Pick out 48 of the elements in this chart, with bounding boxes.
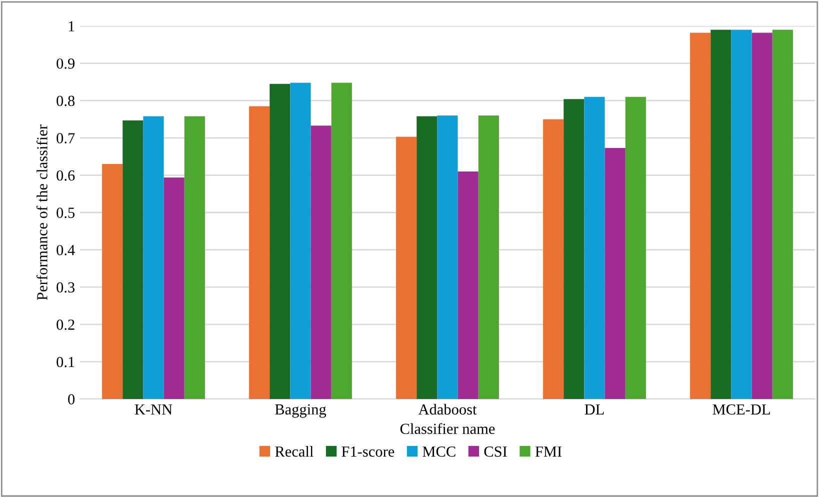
bar <box>584 96 605 399</box>
legend-label: F1-score <box>342 446 394 457</box>
bar <box>310 126 332 399</box>
y-tick-label: 0.7 <box>56 133 75 144</box>
x-tick-label: Adaboost <box>418 404 477 415</box>
bar <box>564 99 584 399</box>
bar <box>458 171 478 399</box>
bar <box>731 30 752 399</box>
bar <box>772 30 793 399</box>
bar <box>270 84 290 399</box>
y-tick-label: 0.2 <box>56 320 74 330</box>
x-tick-label: MCE-DL <box>712 404 770 415</box>
legend-label: CSI <box>484 446 507 457</box>
bar <box>164 177 184 399</box>
legend-label: Recall <box>275 446 314 457</box>
y-tick-label: 0.1 <box>56 356 74 368</box>
bar <box>290 82 311 399</box>
bar <box>184 116 205 399</box>
y-tick-label: 0.3 <box>56 282 75 293</box>
y-tick-label: 0.6 <box>56 170 75 181</box>
bar <box>604 148 626 399</box>
x-tick-label: Bagging <box>275 404 326 418</box>
y-tick-label: 1 <box>68 21 74 32</box>
bar <box>143 116 164 399</box>
y-tick-label: 0.9 <box>56 58 75 69</box>
bar <box>690 32 711 399</box>
bar <box>543 119 564 399</box>
bar <box>710 30 732 399</box>
y-tick-label: 0.5 <box>56 208 75 218</box>
bar <box>478 116 499 399</box>
y-tick-label: 0 <box>68 394 75 404</box>
x-axis-title: Classifier name <box>400 423 495 434</box>
bar <box>396 136 417 399</box>
legend-label: FMI <box>535 446 562 457</box>
bar <box>249 106 270 399</box>
bar <box>331 82 352 399</box>
x-tick-label: DL <box>584 404 604 414</box>
bar <box>437 116 458 399</box>
y-axis-title: Performance of the classifier <box>36 124 48 300</box>
legend-label: MCC <box>422 446 456 457</box>
bar <box>102 164 123 399</box>
bar <box>416 116 438 399</box>
bar <box>625 96 646 399</box>
bar <box>752 32 772 399</box>
y-tick-label: 0.8 <box>56 96 75 106</box>
y-tick-label: 0.4 <box>56 244 75 256</box>
bar <box>122 120 144 399</box>
x-tick-label: K-NN <box>134 404 172 414</box>
